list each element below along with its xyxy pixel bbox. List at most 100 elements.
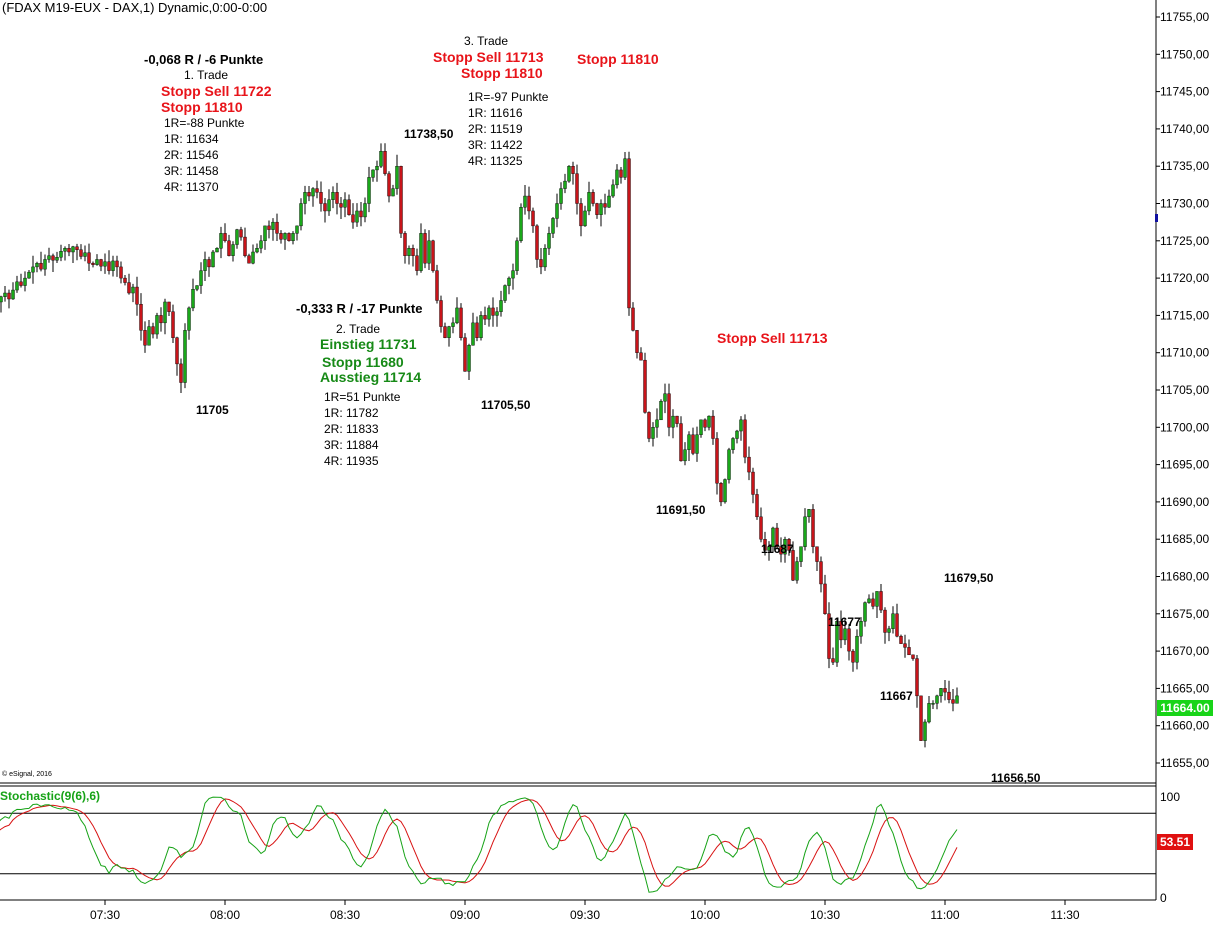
candle-body [887,628,891,633]
price-level-label: 11667 [880,689,913,703]
y-tick-label: 11720,00 [1160,271,1209,285]
candle-body [7,292,11,300]
candle-body [91,262,95,265]
candle-body [691,434,695,454]
stochastic-axis-100: 100 [1160,790,1181,804]
candle-body [543,248,547,268]
candle-body [587,192,591,212]
candle-body [951,699,955,704]
candle-body [907,647,911,656]
candle-body [147,326,151,346]
candle-body [35,262,39,268]
candle-body [463,337,467,372]
trade2-r4: 4R: 11935 [324,454,379,468]
candle-body [655,419,659,428]
candle-body [243,236,247,256]
y-tick-label: 11685,00 [1160,532,1209,546]
candle-body [107,261,111,271]
candle-body [327,199,331,212]
candle-body [875,591,879,607]
candle-body [859,621,863,637]
candle-body [475,322,479,338]
candle-body [391,188,395,197]
trade3-title: 3. Trade [464,34,509,48]
candle-body [215,248,219,253]
trade1-r3: 3R: 11458 [164,164,219,178]
candle-body [267,225,271,230]
y-tick-label: 11655,00 [1160,756,1209,770]
candle-body [435,270,439,301]
candle-body [751,471,755,495]
y-tick-label: 11740,00 [1160,122,1209,136]
candle-body [43,259,47,270]
stopp-sell-11713-label: Stopp Sell 11713 [717,330,828,346]
candle-body [631,307,635,331]
candle-body [155,315,159,335]
candle-body [915,658,919,697]
candle-body [931,703,935,705]
candle-body [383,151,387,174]
candle-body [639,352,643,361]
candle-body [563,180,567,189]
candle-body [131,286,135,294]
candle-body [195,285,199,290]
candle-body [455,307,459,324]
candle-body [95,259,99,265]
candle-body [555,203,559,219]
candle-body [815,546,819,562]
candle-body [0,296,3,303]
candle-body [431,240,435,271]
candle-body [783,539,787,555]
candle-body [919,695,923,741]
trade3-r-def: 1R=-97 Punkte [468,90,549,104]
candle-body [31,266,35,273]
candle-body [143,330,147,346]
candle-body [775,527,779,547]
candle-body [911,654,915,659]
candle-body [307,192,311,197]
candle-body [819,561,823,585]
candle-body [623,158,627,178]
candle-body [627,158,631,309]
candle-body [787,539,791,551]
candle-body [895,613,899,637]
trade3-r3: 3R: 11422 [468,138,523,152]
candle-body [231,244,235,256]
candle-body [487,307,491,320]
candle-body [175,337,179,365]
candle-body [199,270,203,286]
candle-body [443,326,447,338]
candle-body [763,539,767,551]
candle-body [779,546,783,555]
candle-body [295,225,299,234]
x-tick-label: 07:30 [90,908,120,922]
candle-body [799,546,803,562]
x-tick-label: 10:00 [690,908,720,922]
candle-body [515,240,519,271]
trade1-stop-sell: Stopp Sell 11722 [161,83,272,99]
trade3-r1: 1R: 11616 [468,106,523,120]
candle-body [831,658,835,663]
candle-body [19,281,23,286]
candle-body [591,192,595,204]
candle-body [503,285,507,301]
candle-body [27,271,31,279]
candle-body [399,165,403,234]
trade1-title: 1. Trade [184,68,229,82]
trade2-r3: 3R: 11884 [324,438,379,452]
candle-body [847,628,851,652]
trade2-title: 2. Trade [336,322,381,336]
y-tick-label: 11675,00 [1160,607,1209,621]
candle-body [719,483,723,503]
candle-body [3,292,7,297]
candle-body [675,415,679,424]
candle-body [771,527,775,547]
stopp-11810-label: Stopp 11810 [577,51,659,67]
candle-body [851,650,855,663]
x-tick-label: 10:30 [810,908,840,922]
candle-body [923,721,927,741]
candle-body [871,598,875,607]
candle-body [579,203,583,227]
